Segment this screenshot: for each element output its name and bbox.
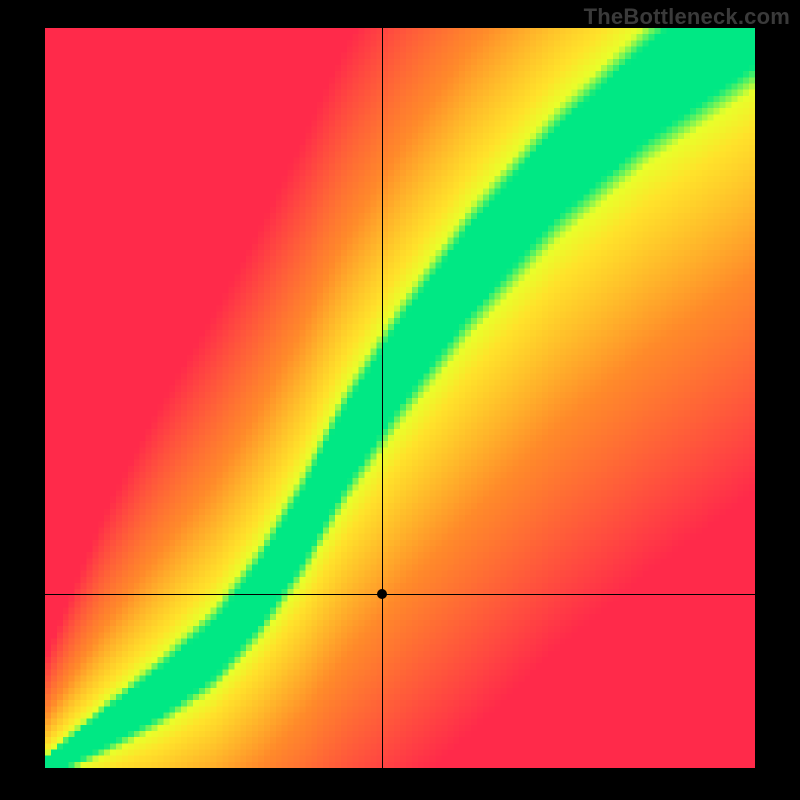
watermark-text: TheBottleneck.com [584,4,790,30]
plot-area [45,28,755,768]
crosshair-vertical [382,28,383,768]
crosshair-marker [377,589,387,599]
bottleneck-heatmap [45,28,755,768]
crosshair-horizontal [45,594,755,595]
